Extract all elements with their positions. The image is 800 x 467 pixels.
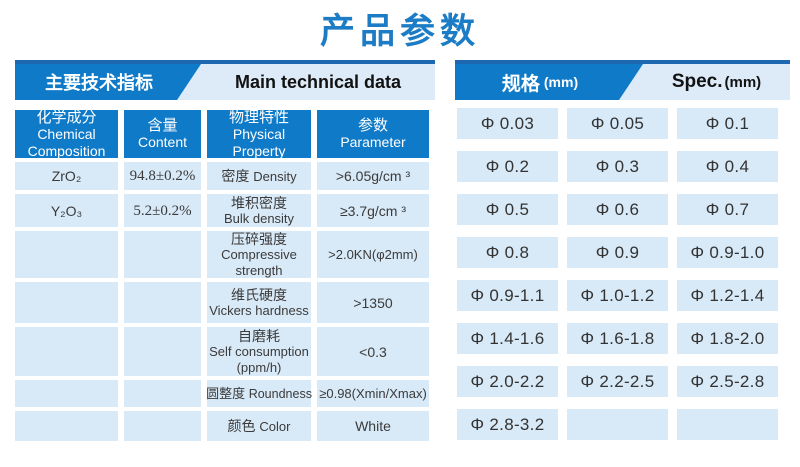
spec-cell: Φ 2.0-2.2	[457, 366, 558, 397]
col-header-zh: 含量	[147, 117, 178, 134]
chemical-cell	[15, 411, 118, 441]
content-cell	[124, 231, 201, 278]
content-cell	[124, 380, 201, 407]
property-en: Compressive strength	[221, 246, 297, 278]
spec-unit-en: (mm)	[724, 73, 762, 91]
property-cell: 颜色 Color	[207, 411, 311, 441]
chemical-cell: ZrO₂	[15, 162, 118, 190]
page-title: 产品参数	[319, 11, 480, 52]
spec-size-grid: Φ 0.03 Φ 0.05 Φ 0.1 Φ 0.2 Φ 0.3 Φ 0.4 Φ …	[455, 108, 790, 440]
spec-cell: Φ 0.4	[677, 151, 778, 182]
left-header-zh: 主要技术指标	[15, 64, 201, 100]
property-zh: 堆积密度	[231, 194, 287, 211]
parameter-cell: >6.05g/cm ³	[317, 162, 429, 190]
spec-cell: Φ 1.6-1.8	[567, 323, 668, 354]
property-cell: 堆积密度 Bulk density	[207, 194, 311, 227]
col-header-zh: 物理特性	[228, 108, 289, 126]
spec-label-zh: 规格	[501, 73, 540, 95]
content-cell: 94.8±0.2%	[124, 162, 201, 190]
header-accent-line	[15, 60, 435, 64]
property-cell: 压碎强度 Compressive strength	[207, 231, 311, 278]
property-cell: 维氏硬度 Vickers hardness	[207, 282, 311, 323]
spec-cell: Φ 0.9-1.0	[677, 237, 778, 268]
right-header-zh: 规格 (mm)	[455, 64, 643, 100]
parameter-cell: >2.0KN(φ2mm)	[317, 231, 429, 278]
col-header-physical-property: 物理特性 Physical Property	[207, 108, 311, 159]
property-en: Self consumption (ppm/h)	[209, 343, 309, 375]
spec-cell: Φ 1.2-1.4	[677, 280, 778, 311]
col-header-en: Parameter	[340, 134, 406, 150]
property-cell: 密度 Density	[207, 162, 311, 190]
spec-cell: Φ 0.9	[567, 237, 668, 268]
content-cell: 5.2±0.2%	[124, 194, 201, 227]
content-cell	[124, 327, 201, 376]
parameter-cell: ≥3.7g/cm ³	[317, 194, 429, 227]
left-header-bar: 主要技术指标 Main technical data	[15, 64, 435, 100]
spec-cell	[567, 409, 668, 440]
property-en: Vickers hardness	[209, 302, 309, 318]
spec-unit-zh: (mm)	[543, 74, 579, 90]
property-en: Color	[259, 418, 291, 434]
parameter-cell: ≥0.98(Xmin/Xmax)	[317, 380, 429, 407]
content-cell	[124, 411, 201, 441]
chemical-cell: Y₂O₃	[15, 194, 118, 227]
spec-cell: Φ 0.05	[567, 108, 668, 139]
spec-label-en: Spec.	[671, 71, 723, 92]
spec-cell: Φ 0.03	[457, 108, 558, 139]
spec-cell: Φ 0.3	[567, 151, 668, 182]
property-en: Density	[253, 168, 297, 184]
property-cell: 圆整度 Roundness	[206, 380, 312, 407]
property-zh: 自磨耗	[238, 327, 280, 344]
chemical-cell	[15, 380, 118, 407]
property-zh: 维氏硬度	[230, 286, 287, 303]
right-header-bar: 规格 (mm) Spec. (mm)	[455, 64, 790, 100]
parameter-cell: White	[317, 411, 429, 441]
spec-cell: Φ 0.7	[677, 194, 778, 225]
property-zh: 压碎强度	[231, 230, 287, 247]
main-technical-panel: 主要技术指标 Main technical data 化学成分 Chemical…	[15, 60, 435, 441]
left-header-en: Main technical data	[234, 71, 402, 92]
spec-cell: Φ 0.9-1.1	[457, 280, 558, 311]
content-cell	[124, 282, 201, 323]
property-zh: 圆整度	[206, 385, 246, 401]
parameter-cell: >1350	[317, 282, 429, 323]
spec-cell: Φ 2.2-2.5	[567, 366, 668, 397]
col-header-en: Chemical Composition	[27, 125, 106, 159]
col-header-zh: 化学成分	[36, 108, 97, 126]
spec-cell: Φ 0.6	[567, 194, 668, 225]
header-accent-line	[455, 60, 790, 64]
spec-cell: Φ 0.5	[457, 194, 558, 225]
chemical-cell	[15, 231, 118, 278]
spec-cell: Φ 2.5-2.8	[677, 366, 778, 397]
chemical-cell	[15, 282, 118, 323]
right-header-en: Spec. (mm)	[643, 64, 790, 100]
spec-cell: Φ 1.8-2.0	[677, 323, 778, 354]
property-cell: 自磨耗 Self consumption (ppm/h)	[207, 327, 311, 376]
spec-cell: Φ 0.8	[457, 237, 558, 268]
col-header-parameter: 参数 Parameter	[317, 110, 429, 158]
technical-data-table: 化学成分 Chemical Composition 含量 Content 物理特…	[15, 108, 435, 441]
parameter-cell: <0.3	[317, 327, 429, 376]
spec-cell	[677, 409, 778, 440]
spec-cell: Φ 0.1	[677, 108, 778, 139]
spec-cell: Φ 2.8-3.2	[457, 409, 558, 440]
spec-cell: Φ 1.0-1.2	[567, 280, 668, 311]
col-header-en: Content	[137, 134, 188, 150]
spec-panel: 规格 (mm) Spec. (mm) Φ 0.03 Φ 0.05 Φ 0.1 Φ…	[455, 60, 790, 440]
property-zh: 密度	[221, 167, 250, 184]
col-header-en: Physical Property	[232, 125, 286, 159]
spec-cell: Φ 1.4-1.6	[457, 323, 558, 354]
col-header-zh: 参数	[357, 117, 388, 134]
spec-cell: Φ 0.2	[457, 151, 558, 182]
chemical-cell	[15, 327, 118, 376]
col-header-content: 含量 Content	[124, 110, 201, 158]
property-en: Bulk density	[223, 210, 295, 226]
col-header-chemical-composition: 化学成分 Chemical Composition	[15, 108, 118, 159]
property-en: Roundness	[248, 386, 312, 401]
property-zh: 颜色	[227, 417, 256, 434]
